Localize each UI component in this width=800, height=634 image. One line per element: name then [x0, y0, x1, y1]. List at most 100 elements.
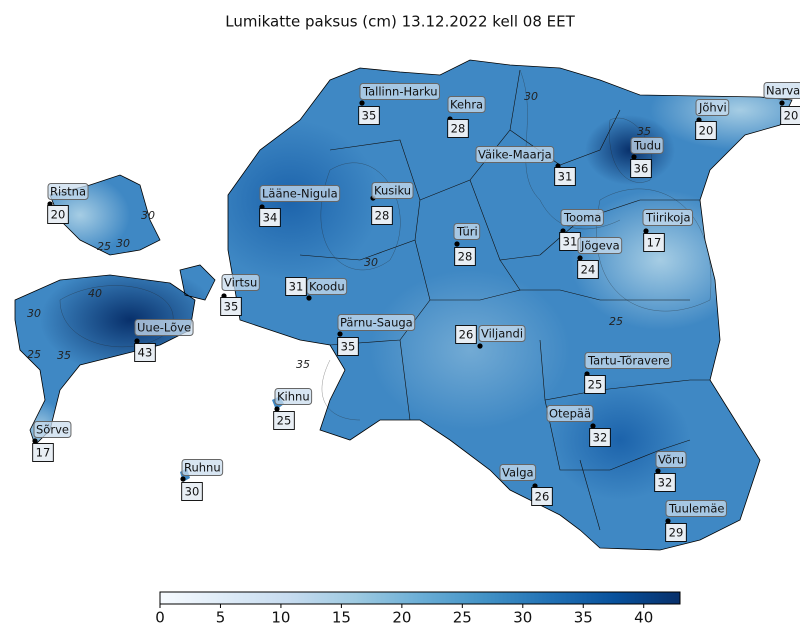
contour-label: 35	[57, 349, 71, 362]
station-value: 17	[36, 446, 51, 460]
station-dot	[590, 423, 596, 429]
value-box	[454, 247, 476, 266]
station-value: 35	[224, 300, 239, 314]
station-dot	[454, 241, 460, 247]
station-name: Kusiku	[374, 184, 411, 198]
name-box	[642, 209, 694, 226]
station-value: 43	[138, 346, 153, 360]
value-box	[337, 337, 359, 356]
value-box	[358, 106, 380, 125]
coastline	[14, 59, 793, 551]
station: Pärnu-Sauga 35	[337, 314, 416, 356]
colorbar-tick-label: 15	[332, 609, 351, 627]
contour-label: 30	[524, 90, 538, 103]
station: Väike-Maarja 31	[475, 146, 576, 186]
value-box	[531, 487, 553, 506]
station-name: Lääne-Nigula	[262, 187, 338, 201]
contour-label: 35	[296, 358, 310, 371]
station: Türi 28	[453, 223, 481, 266]
station: Narva 20	[763, 82, 800, 125]
station-value: 32	[658, 476, 673, 490]
station-name: Tartu-Tõravere	[587, 354, 670, 368]
station: Ruhnu 30	[180, 459, 224, 501]
value-box	[259, 208, 281, 227]
station-name: Valga	[502, 466, 534, 480]
name-box	[47, 183, 89, 200]
station: Tartu-Tõravere 25	[584, 352, 673, 394]
stations: Tallinn-Harku 35 Kehra 28 Narva 20 Jõhvi 20 Väik…	[32, 82, 800, 542]
name-box	[577, 237, 623, 254]
station-name: Uue-Lõve	[137, 321, 191, 335]
value-box	[643, 233, 665, 252]
name-box	[447, 96, 486, 113]
name-box	[33, 421, 72, 438]
value-box	[589, 428, 611, 447]
station-dot	[477, 343, 483, 349]
value-box	[654, 473, 676, 492]
name-box	[337, 314, 416, 331]
station-value: 20	[51, 208, 66, 222]
station-dot	[665, 518, 671, 524]
name-box	[665, 500, 727, 517]
value-box	[371, 206, 393, 225]
station-value: 17	[647, 236, 662, 250]
colorbar-tick-label: 35	[574, 609, 593, 627]
station-name: Tiirikoja	[645, 211, 691, 225]
name-box	[560, 209, 604, 226]
value-box	[780, 106, 800, 125]
station-name: Kihnu	[277, 390, 310, 404]
contour-labels: 30 35 30 25 30 40 30 25 35 30 25 35	[27, 90, 651, 371]
station: Jõgeva 24	[577, 237, 623, 279]
station-name: Ruhnu	[184, 461, 221, 475]
station: Kusiku 28	[370, 182, 414, 225]
value-box	[32, 443, 54, 462]
station: Lääne-Nigula 34	[259, 185, 341, 227]
station-value: 20	[699, 124, 714, 138]
station-name: Väike-Maarja	[478, 148, 552, 162]
station-value: 35	[362, 109, 377, 123]
station: Virtsu 35	[220, 274, 260, 316]
value-box	[47, 205, 69, 224]
station-value: 25	[588, 378, 603, 392]
station-name: Tallinn-Harku	[362, 85, 438, 99]
colorbar-tick-label: 0	[155, 609, 165, 627]
station-dot	[655, 468, 661, 474]
contour-label: 30	[141, 209, 155, 222]
station-value: 25	[277, 414, 292, 428]
station-value: 32	[593, 431, 608, 445]
station-name: Kehra	[450, 98, 483, 112]
station-value: 28	[451, 122, 466, 136]
station-value: 31	[289, 280, 304, 294]
station-value: 28	[375, 209, 390, 223]
station: Koodu 31	[285, 277, 348, 301]
station-dot	[631, 154, 637, 160]
value-box	[695, 121, 717, 140]
map-title: Lumikatte paksus (cm) 13.12.2022 kell 08…	[225, 13, 575, 31]
contour-label: 30	[27, 307, 41, 320]
station-value: 20	[784, 109, 799, 123]
station: Tallinn-Harku 35	[358, 83, 440, 125]
station-name: Pärnu-Sauga	[340, 316, 413, 330]
station-dot	[643, 228, 649, 234]
name-box	[181, 459, 224, 476]
station: Kehra 28	[447, 96, 486, 138]
station-name: Jõhvi	[698, 101, 727, 115]
station-name: Otepää	[549, 407, 591, 421]
station: Tuulemäe 29	[665, 500, 727, 542]
station-dot	[274, 406, 280, 412]
station-value: 26	[459, 328, 474, 342]
name-box	[695, 99, 730, 116]
station-name: Viljandi	[481, 327, 523, 341]
value-box	[554, 167, 576, 186]
name-box	[478, 325, 526, 342]
name-box	[371, 182, 414, 199]
station-dot	[359, 100, 365, 106]
station-name: Tuulemäe	[668, 502, 724, 516]
station-value: 28	[458, 250, 473, 264]
colorbar-tick-label: 25	[453, 609, 472, 627]
station-name: Koodu	[309, 280, 345, 294]
colorbar-scale	[159, 591, 681, 605]
name-box	[306, 278, 348, 295]
station-value: 26	[535, 490, 550, 504]
station: Tiirikoja 17	[642, 209, 694, 252]
